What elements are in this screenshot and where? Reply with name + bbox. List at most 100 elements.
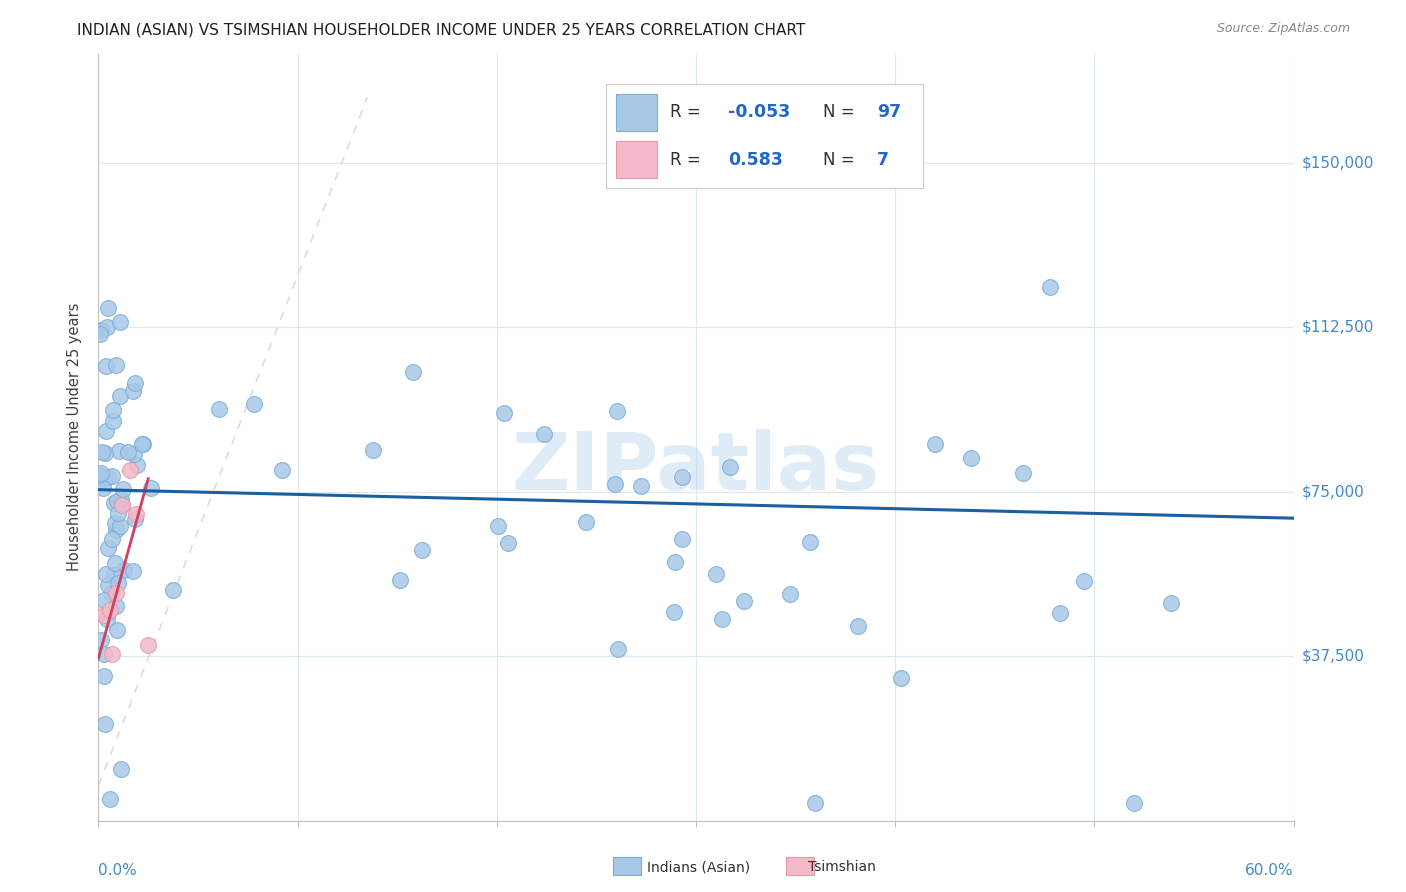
Point bbox=[924, 436, 946, 450]
Text: 0.0%: 0.0% bbox=[98, 863, 138, 878]
Point bbox=[486, 518, 509, 533]
Point bbox=[103, 403, 125, 417]
Point bbox=[733, 594, 755, 608]
Text: INDIAN (ASIAN) VS TSIMSHIAN HOUSEHOLDER INCOME UNDER 25 YEARS CORRELATION CHART: INDIAN (ASIAN) VS TSIMSHIAN HOUSEHOLDER … bbox=[77, 22, 806, 37]
Point bbox=[124, 512, 146, 526]
Point bbox=[411, 543, 433, 558]
Point bbox=[110, 498, 132, 512]
Text: $37,500: $37,500 bbox=[1302, 648, 1365, 664]
Point bbox=[718, 460, 741, 475]
Point bbox=[93, 647, 115, 661]
Point bbox=[107, 576, 129, 591]
Point bbox=[243, 397, 266, 411]
Point bbox=[122, 564, 145, 578]
Point bbox=[139, 481, 162, 495]
Point bbox=[131, 437, 153, 451]
Point bbox=[704, 566, 727, 581]
Point bbox=[96, 612, 118, 626]
Point bbox=[492, 406, 515, 420]
Point bbox=[107, 506, 129, 520]
Point bbox=[90, 445, 112, 459]
Point bbox=[111, 498, 134, 512]
Point bbox=[97, 301, 120, 316]
Point bbox=[711, 612, 734, 626]
Point bbox=[1011, 466, 1033, 480]
Point bbox=[104, 359, 127, 373]
Point bbox=[603, 476, 626, 491]
Text: $75,000: $75,000 bbox=[1302, 484, 1365, 500]
Point bbox=[105, 624, 128, 638]
Point bbox=[105, 523, 128, 537]
Point bbox=[779, 587, 801, 601]
Point bbox=[104, 516, 127, 530]
Point bbox=[98, 603, 122, 617]
Point bbox=[93, 669, 115, 683]
Point bbox=[960, 450, 983, 465]
Point bbox=[1123, 796, 1146, 810]
Point bbox=[101, 647, 124, 661]
Point bbox=[606, 403, 628, 417]
Point bbox=[96, 320, 118, 334]
Text: Tsimshian: Tsimshian bbox=[808, 860, 876, 874]
Text: ZIPatlas: ZIPatlas bbox=[512, 429, 880, 507]
Point bbox=[131, 437, 153, 451]
Point bbox=[1073, 574, 1095, 588]
Point bbox=[90, 323, 112, 337]
Point bbox=[127, 458, 149, 472]
Point bbox=[606, 641, 628, 656]
Point bbox=[97, 606, 120, 620]
Point bbox=[117, 445, 139, 459]
Point bbox=[630, 479, 652, 493]
Point bbox=[112, 563, 135, 577]
Point bbox=[671, 532, 693, 546]
Point bbox=[575, 515, 598, 529]
Point bbox=[103, 568, 125, 582]
Point bbox=[90, 633, 112, 648]
Point bbox=[93, 593, 115, 607]
Point bbox=[97, 541, 120, 556]
Point bbox=[104, 556, 127, 570]
Point bbox=[208, 401, 231, 416]
Point bbox=[91, 481, 114, 495]
Point bbox=[890, 671, 912, 685]
Point bbox=[97, 578, 120, 592]
Point bbox=[108, 519, 131, 533]
Point bbox=[122, 384, 145, 398]
Point bbox=[388, 573, 411, 587]
Text: Indians (Asian): Indians (Asian) bbox=[647, 860, 749, 874]
Point bbox=[1049, 607, 1071, 621]
Point bbox=[1160, 597, 1182, 611]
Y-axis label: Householder Income Under 25 years: Householder Income Under 25 years bbox=[67, 303, 83, 571]
Point bbox=[105, 585, 128, 599]
Point bbox=[108, 315, 131, 329]
Point bbox=[110, 491, 132, 506]
Point bbox=[664, 555, 686, 569]
Point bbox=[94, 359, 117, 373]
Point bbox=[93, 607, 115, 622]
Point bbox=[671, 470, 693, 484]
Point bbox=[662, 605, 685, 619]
Text: 60.0%: 60.0% bbox=[1246, 863, 1294, 878]
Point bbox=[122, 447, 145, 461]
Point bbox=[162, 582, 184, 597]
Point bbox=[90, 466, 112, 480]
Point bbox=[363, 443, 385, 458]
Point bbox=[96, 425, 118, 439]
Text: $112,500: $112,500 bbox=[1302, 320, 1374, 335]
Point bbox=[804, 796, 827, 810]
Point bbox=[101, 414, 124, 428]
Point bbox=[136, 638, 159, 652]
Point bbox=[108, 443, 131, 458]
Point bbox=[270, 463, 292, 477]
Point bbox=[112, 482, 135, 496]
Point bbox=[100, 469, 122, 483]
Point bbox=[89, 326, 111, 341]
Point bbox=[98, 791, 121, 805]
Point bbox=[120, 463, 142, 477]
Point bbox=[125, 507, 148, 521]
Point bbox=[96, 567, 118, 582]
Point bbox=[97, 469, 120, 483]
Point bbox=[846, 619, 869, 633]
Point bbox=[1039, 280, 1062, 294]
Point bbox=[496, 536, 519, 550]
